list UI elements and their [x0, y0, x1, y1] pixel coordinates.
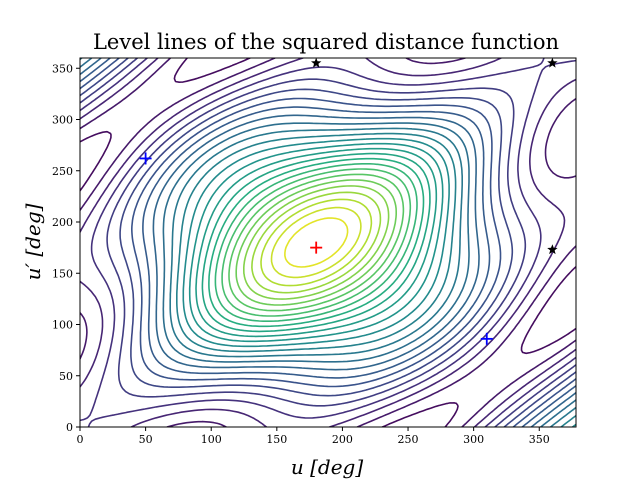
- star-marker: [311, 57, 322, 68]
- x-tick-label: 250: [398, 433, 419, 446]
- contour-level: [221, 168, 412, 317]
- y-tick-label: 150: [52, 267, 73, 280]
- contour-level: [270, 206, 362, 279]
- x-tick-label: 200: [332, 433, 353, 446]
- contour-level: [80, 58, 576, 427]
- y-axis-ticks: 0 50 100 150 200 250 300 350: [52, 62, 80, 434]
- contour-level: [188, 142, 444, 343]
- contour-level: [260, 198, 373, 287]
- x-tick-label: 150: [266, 433, 287, 446]
- contour-level: [208, 157, 425, 328]
- x-tick-label: 50: [139, 433, 153, 446]
- contour-level: [214, 163, 418, 322]
- y-tick-label: 350: [52, 62, 73, 75]
- x-axis-label: u [deg]: [291, 455, 363, 479]
- star-marker: [547, 57, 558, 68]
- contour-level: [235, 179, 397, 306]
- contour-level: [284, 217, 349, 268]
- y-tick-label: 100: [52, 319, 73, 332]
- markers: [139, 57, 558, 345]
- x-axis-ticks: 0 50 100 150 200 250 300 350: [77, 427, 550, 446]
- contour-level: [201, 152, 431, 333]
- contour-lines: [80, 58, 576, 427]
- y-tick-label: 50: [59, 370, 73, 383]
- contour-level: [176, 132, 576, 427]
- y-tick-label: 300: [52, 114, 73, 127]
- contour-level: [182, 137, 576, 427]
- x-tick-label: 0: [77, 433, 84, 446]
- contour-level: [80, 58, 576, 427]
- y-tick-label: 200: [52, 216, 73, 229]
- contour-level: [195, 147, 438, 338]
- y-tick-label: 250: [52, 165, 73, 178]
- contour-level: [80, 58, 576, 427]
- plus-marker: [480, 332, 493, 345]
- contour-level: [80, 58, 576, 427]
- contour-level: [251, 191, 382, 294]
- y-axis-label: u′ [deg]: [21, 203, 45, 280]
- plus-marker: [139, 152, 152, 165]
- contour-level: [80, 58, 576, 427]
- star-marker: [547, 244, 558, 255]
- contour-level: [243, 185, 390, 300]
- x-tick-label: 100: [201, 433, 222, 446]
- contour-level: [228, 173, 405, 312]
- plus-marker: [310, 241, 323, 254]
- y-tick-label: 0: [66, 421, 73, 434]
- x-tick-label: 300: [463, 433, 484, 446]
- contour-level: [80, 58, 576, 427]
- x-tick-label: 350: [529, 433, 550, 446]
- plot-frame: [79, 57, 577, 428]
- chart-title: Level lines of the squared distance func…: [93, 30, 559, 54]
